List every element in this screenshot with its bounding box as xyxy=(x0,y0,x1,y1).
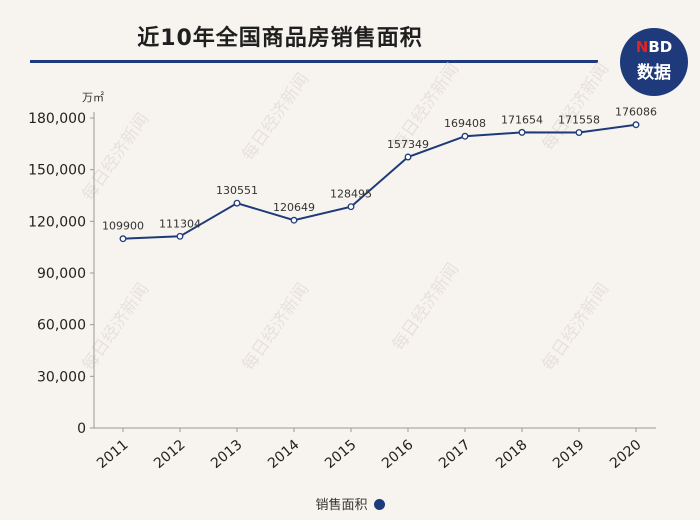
x-tick-label: 2012 xyxy=(151,437,189,472)
data-label: 157349 xyxy=(387,138,429,151)
data-label: 171558 xyxy=(558,114,600,127)
y-axis-unit: 万㎡ xyxy=(82,91,104,104)
logo-line1-rest: BD xyxy=(648,38,673,56)
legend-marker xyxy=(373,499,385,510)
y-tick-label: 90,000 xyxy=(37,266,86,282)
y-tick-label: 30,000 xyxy=(37,369,86,385)
watermark-text: 每日经济新闻 xyxy=(538,60,613,155)
y-tick-label: 150,000 xyxy=(28,163,86,179)
x-tick-label: 2015 xyxy=(322,437,360,472)
data-point xyxy=(290,216,298,224)
x-tick-label: 2016 xyxy=(379,437,417,472)
watermark-text: 每日经济新闻 xyxy=(538,280,613,375)
data-point xyxy=(347,203,355,211)
data-point xyxy=(119,235,127,243)
data-label: 111304 xyxy=(159,217,201,230)
x-tick-label: 2017 xyxy=(436,437,474,472)
data-label: 171654 xyxy=(501,113,543,126)
legend: 销售面积 xyxy=(0,494,700,513)
chart-title: 近10年全国商品房销售面积 xyxy=(137,26,423,51)
legend-label: 销售面积 xyxy=(315,498,368,513)
y-tick-label: 180,000 xyxy=(28,111,86,127)
watermark-text: 每日经济新闻 xyxy=(388,260,463,355)
data-point xyxy=(518,128,526,136)
data-point xyxy=(575,129,583,136)
logo-accent-letter: N xyxy=(635,38,649,56)
x-tick-label: 2019 xyxy=(550,437,588,472)
data-label: 130551 xyxy=(216,184,258,197)
logo-line1: NBD xyxy=(620,38,688,56)
x-tick-label: 2011 xyxy=(94,437,132,472)
data-point xyxy=(404,153,412,161)
data-label: 176086 xyxy=(615,106,657,119)
data-point xyxy=(233,199,241,207)
y-tick-label: 120,000 xyxy=(28,214,86,230)
logo-line2: 数据 xyxy=(637,63,671,83)
watermark-text: 每日经济新闻 xyxy=(78,110,153,205)
x-tick-label: 2014 xyxy=(265,437,303,472)
x-tick-label: 2018 xyxy=(493,437,531,472)
y-tick-label: 0 xyxy=(77,421,86,437)
title-underline xyxy=(30,60,598,63)
watermark-text: 每日经济新闻 xyxy=(238,280,313,375)
x-tick-label: 2020 xyxy=(607,437,645,472)
data-label: 120649 xyxy=(273,201,315,214)
data-label: 128495 xyxy=(330,188,372,201)
nbd-data-logo: NBD 数据 xyxy=(620,28,688,96)
data-label: 169408 xyxy=(444,117,486,130)
data-point xyxy=(461,132,469,140)
y-tick-label: 60,000 xyxy=(37,318,86,334)
series-line xyxy=(122,123,637,240)
watermark-text: 每日经济新闻 xyxy=(78,280,153,375)
x-tick-label: 2013 xyxy=(208,437,246,472)
watermark-text: 每日经济新闻 xyxy=(238,70,313,165)
data-point xyxy=(176,232,184,240)
data-point xyxy=(632,121,640,129)
data-label: 109900 xyxy=(102,220,144,233)
